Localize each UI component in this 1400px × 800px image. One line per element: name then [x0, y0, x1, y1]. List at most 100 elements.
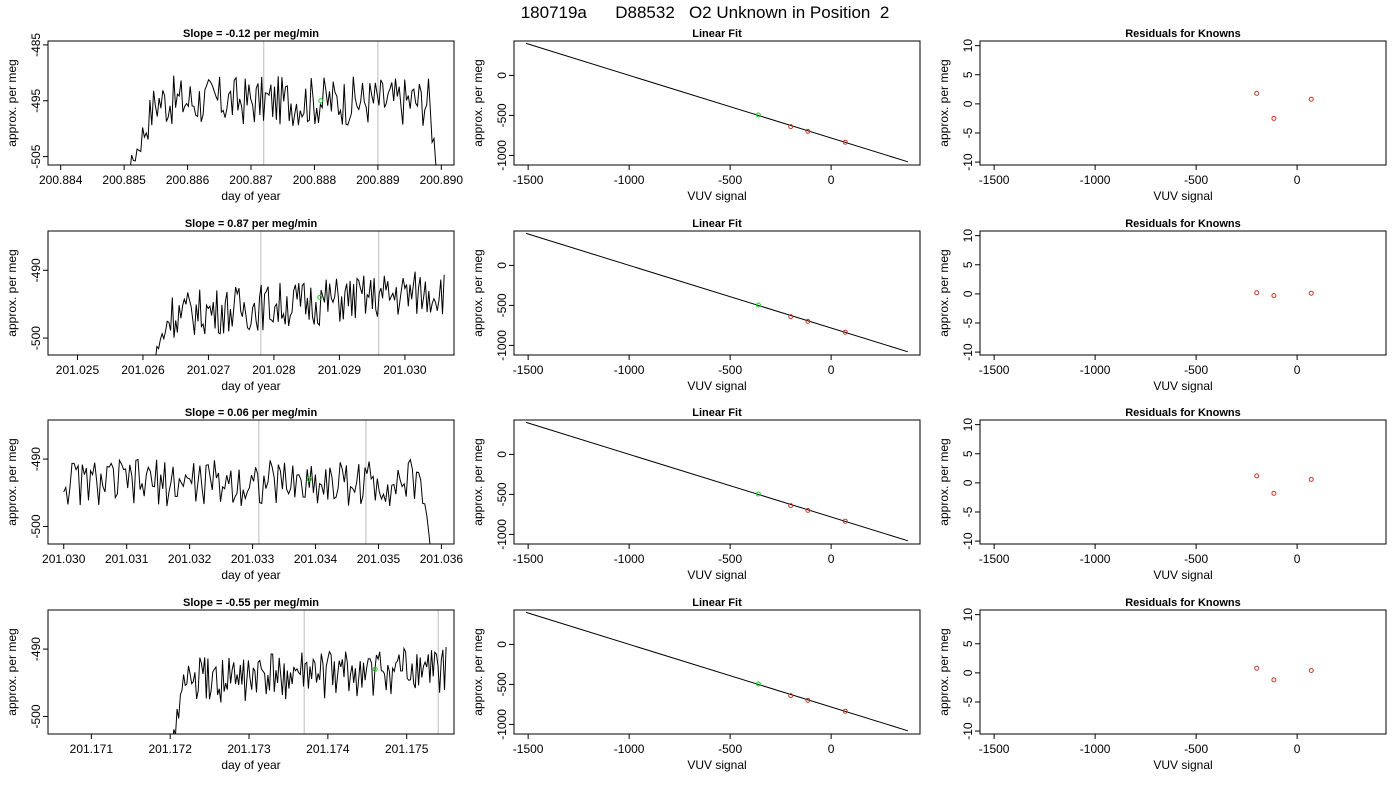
y-axis-label: approx. per meg [471, 59, 485, 146]
y-tick-label: -490 [29, 258, 43, 282]
x-axis-label: VUV signal [1153, 189, 1212, 203]
x-tick-label: -1500 [979, 742, 1010, 756]
y-tick-label: 0 [495, 72, 509, 79]
panel-title: Slope = -0.12 per meg/min [183, 28, 319, 40]
x-axis-label: VUV signal [687, 379, 746, 393]
y-axis-label: approx. per meg [5, 59, 19, 146]
y-axis-label: approx. per meg [937, 249, 951, 336]
y-tick-label: -1000 [495, 709, 509, 740]
x-tick-label: 201.172 [148, 742, 192, 756]
x-tick-label: -1500 [513, 173, 544, 187]
x-ticks: -1500 -1000 -500 0 [513, 734, 835, 756]
panel-frame [979, 419, 1387, 545]
y-tick-label: -490 [29, 637, 43, 661]
y-axis-label: approx. per meg [5, 249, 19, 336]
x-tick-label: 201.174 [306, 742, 350, 756]
x-tick-label: 0 [1294, 363, 1301, 377]
x-tick-label: 0 [1294, 742, 1301, 756]
panel-title: Residuals for Knowns [1125, 28, 1241, 40]
known-point [842, 708, 848, 714]
x-tick-label: 201.026 [121, 363, 165, 377]
plot-area [63, 420, 431, 544]
y-tick-label: -1000 [495, 519, 509, 550]
known-point [805, 697, 811, 703]
y-tick-label: -485 [29, 33, 43, 57]
x-ticks: -1500 -1000 -500 0 [979, 734, 1301, 756]
y-tick-label: 10 [961, 39, 975, 53]
residual-point [1308, 290, 1314, 296]
x-axis-label: VUV signal [1153, 568, 1212, 582]
panel-title: Linear Fit [692, 597, 742, 609]
y-ticks: 0 -500 -1000 [495, 72, 514, 171]
x-axis-label: VUV signal [687, 568, 746, 582]
y-tick-label: 5 [961, 71, 975, 78]
y-tick-label: 0 [961, 669, 975, 676]
panel-title: Slope = -0.55 per meg/min [183, 597, 319, 609]
panel-title: Linear Fit [692, 28, 742, 40]
plot-area [172, 610, 447, 734]
panel-title: Residuals for Knowns [1125, 218, 1241, 230]
x-tick-label: 201.025 [56, 363, 100, 377]
panel-frame [47, 609, 455, 735]
signal-trace [155, 271, 445, 355]
unknown-point [755, 491, 761, 497]
x-tick-label: 201.031 [105, 552, 149, 566]
unknown-point [755, 302, 761, 308]
x-tick-label: 200.888 [293, 173, 337, 187]
x-ticks: -1500 -1000 -500 0 [979, 165, 1301, 187]
y-ticks: 10 5 0 -5 -10 [961, 608, 980, 740]
x-tick-label: -500 [718, 173, 742, 187]
panel-frame [513, 609, 921, 735]
x-tick-label: 0 [828, 363, 835, 377]
y-axis-label: approx. per meg [471, 628, 485, 715]
panel-title: Residuals for Knowns [1125, 597, 1241, 609]
y-axis-label: approx. per meg [937, 628, 951, 715]
x-tick-label: 200.884 [39, 173, 83, 187]
panel-frame [979, 230, 1387, 356]
y-tick-label: 10 [961, 418, 975, 432]
x-tick-label: 0 [828, 552, 835, 566]
y-tick-label: -1000 [495, 330, 509, 361]
y-axis-label: approx. per meg [471, 249, 485, 336]
panel-title: Linear Fit [692, 218, 742, 230]
y-tick-label: -10 [961, 153, 975, 171]
x-tick-label: -1500 [979, 173, 1010, 187]
x-tick-label: -500 [1184, 552, 1208, 566]
x-ticks: -1500 -1000 -500 0 [513, 165, 835, 187]
y-ticks: 10 5 0 -5 -10 [961, 418, 980, 550]
x-tick-label: 201.175 [385, 742, 429, 756]
y-tick-label: 0 [495, 641, 509, 648]
x-tick-label: -1000 [1080, 552, 1111, 566]
y-tick-label: 10 [961, 608, 975, 622]
unknown-marker [372, 666, 378, 672]
panel-title: Slope = 0.87 per meg/min [185, 218, 318, 230]
x-tick-label: -1500 [979, 552, 1010, 566]
x-tick-label: -1000 [1080, 363, 1111, 377]
x-tick-label: -500 [718, 363, 742, 377]
y-tick-label: -505 [29, 144, 43, 168]
panel-12: Residuals for Knowns -1500 -1000 -500 0 10 5 0 -… [937, 597, 1387, 772]
plot-area [525, 611, 909, 732]
x-tick-label: 0 [1294, 552, 1301, 566]
y-tick-label: -500 [495, 482, 509, 506]
y-tick-label: 0 [961, 100, 975, 107]
x-tick-label: -500 [718, 742, 742, 756]
y-tick-label: -10 [961, 343, 975, 361]
panel-2: Linear Fit -1500 -1000 -500 0 0 -500 -1000 VUV s… [471, 28, 921, 203]
x-tick-label: -500 [1184, 363, 1208, 377]
x-tick-label: -1000 [614, 552, 645, 566]
fit-line [525, 232, 909, 353]
x-tick-label: -500 [1184, 173, 1208, 187]
plot-area [1254, 665, 1314, 683]
residual-point [1308, 668, 1314, 674]
y-tick-label: -1000 [495, 140, 509, 171]
panel-3: Residuals for Knowns -1500 -1000 -500 0 10 5 0 -… [937, 28, 1387, 203]
x-ticks: -1500 -1000 -500 0 [979, 544, 1301, 566]
y-tick-label: 0 [961, 290, 975, 297]
y-tick-label: 5 [961, 640, 975, 647]
x-axis-label: VUV signal [687, 189, 746, 203]
y-tick-label: -10 [961, 722, 975, 740]
plot-area [1254, 290, 1314, 299]
